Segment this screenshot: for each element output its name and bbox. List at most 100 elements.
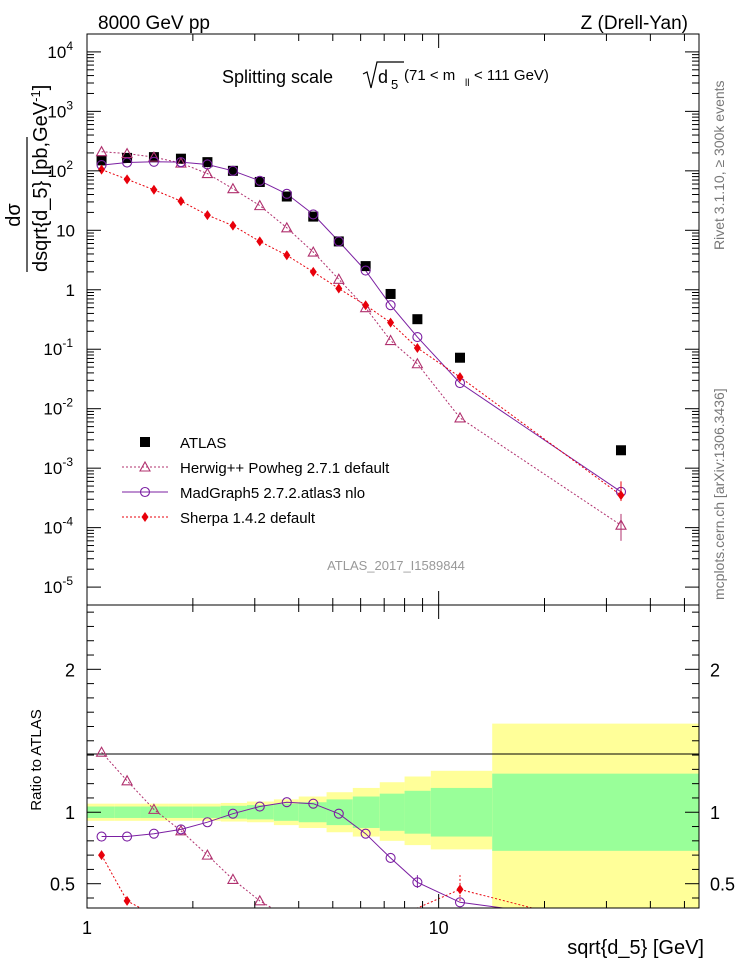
point-madgraph <box>385 300 396 311</box>
ytick-exp: 3 <box>66 98 73 112</box>
point-sherpa <box>123 174 131 185</box>
ratio-panel: 0.5 0.5 1 1 2 2 1 10 Ratio to ATLAS sqrt{d_5} [… <box>28 604 735 959</box>
title-range-sub: ll <box>465 78 469 89</box>
ratio-point-herwig <box>95 746 108 757</box>
point-sherpa <box>256 236 264 247</box>
point-madgraph <box>412 332 423 343</box>
ytick-label: 10-5 <box>43 574 73 597</box>
ylabel-den-main: dsqrt{d_5} [pb,GeV <box>30 101 52 272</box>
ratio-point-madgraph <box>385 852 396 864</box>
main-frame <box>86 33 700 606</box>
band-stat <box>298 802 327 823</box>
legend-marker-data <box>140 437 150 447</box>
ytick-label: 10-2 <box>43 396 73 419</box>
ratio-point-sherpa <box>456 884 464 895</box>
ratio-point-madgraph <box>96 831 107 842</box>
band-stat <box>430 787 493 837</box>
ytick-mant: 10 <box>43 459 62 478</box>
band-stat <box>492 773 699 851</box>
point-madgraph <box>148 156 159 167</box>
point-data <box>202 157 213 168</box>
ytick-exp: -1 <box>62 336 73 350</box>
ylabel-den-end: ] <box>30 85 52 91</box>
point-data <box>281 191 292 202</box>
point-sherpa <box>413 342 421 353</box>
ytick-label: 104 <box>47 39 73 62</box>
ylabel-denominator: dsqrt{d_5} [pb,GeV-1] <box>28 85 52 272</box>
ratio-point-madgraph <box>148 828 159 839</box>
ytick-label: 102 <box>47 158 73 181</box>
point-herwig <box>384 334 397 346</box>
point-madgraph <box>333 236 344 247</box>
ytick-exp: -2 <box>62 396 73 410</box>
band-stat <box>114 806 141 818</box>
point-herwig <box>147 150 160 162</box>
sqrt-sign <box>362 61 404 89</box>
point-madgraph <box>202 159 213 170</box>
ratio-point-madgraph <box>122 831 133 842</box>
point-data <box>254 176 265 187</box>
point-herwig <box>359 301 372 313</box>
point-madgraph <box>122 157 133 168</box>
ytick-mant: 10 <box>47 102 66 121</box>
ratio-point-madgraph <box>454 897 466 908</box>
ratio-bands <box>87 723 699 908</box>
rivet-label: Rivet 3.1.10, ≥ 300k events <box>711 80 727 250</box>
legend: ATLAS Herwig++ Powheg 2.7.1 default MadGra… <box>122 435 390 527</box>
ytick-mant: 10 <box>47 43 66 62</box>
point-data <box>227 165 238 176</box>
ratio-point-madgraph <box>254 801 265 812</box>
point-herwig <box>307 245 320 257</box>
ytick-exp: -5 <box>62 574 73 588</box>
ratio-point-madgraph <box>202 817 213 828</box>
legend-label-data: ATLAS <box>180 435 226 452</box>
ratio-line-herwig <box>101 751 274 908</box>
ytick-mant: 10 <box>43 519 62 538</box>
ratio-point-madgraph <box>227 808 238 819</box>
legend-label-sherpa: Sherpa 1.4.2 default <box>180 510 316 527</box>
mcplots-label: mcplots.cern.ch [arXiv:1306.3436] <box>711 388 727 600</box>
band-stat <box>192 806 221 818</box>
point-sherpa <box>177 196 185 207</box>
ratio-marks <box>95 746 535 908</box>
ytick-exp: -4 <box>62 515 73 529</box>
ratio-point-sherpa <box>98 850 106 861</box>
point-sherpa <box>229 220 237 231</box>
watermark: ATLAS_2017_I1589844 <box>327 558 465 573</box>
ytick-label: 10-4 <box>43 515 73 538</box>
header-left: 8000 GeV pp <box>98 13 210 34</box>
ytick-mant: 10 <box>43 400 62 419</box>
ytick-label: 10-1 <box>43 336 73 359</box>
point-sherpa <box>150 184 158 195</box>
point-herwig <box>332 273 345 284</box>
xtick-label: 10 <box>429 918 449 938</box>
xtick-label: 1 <box>82 918 92 938</box>
point-data <box>615 445 626 456</box>
point-herwig <box>95 145 108 157</box>
point-sherpa <box>362 300 370 311</box>
ytick-mant: 10 <box>47 162 66 181</box>
point-madgraph <box>175 157 187 168</box>
ratio-ytick-label: 1 <box>65 803 75 823</box>
series-line-herwig <box>101 151 622 526</box>
ratio-ytick-label: 2 <box>65 660 75 680</box>
main-title: Splitting scale d 5 (71 < m ll < 111 GeV… <box>222 61 549 92</box>
ratio-point-madgraph <box>308 798 319 809</box>
ytick-mant: 10 <box>43 340 62 359</box>
point-herwig <box>201 167 214 179</box>
ratio-point-herwig <box>201 848 214 860</box>
legend-label-herwig: Herwig++ Powheg 2.7.1 default <box>180 460 390 477</box>
ytick-mant: 10 <box>43 578 62 597</box>
title-sub: 5 <box>391 77 398 92</box>
point-data <box>412 314 423 325</box>
point-herwig <box>280 221 293 233</box>
point-madgraph <box>360 265 371 276</box>
ytick-exp: 4 <box>66 39 73 53</box>
band-stat <box>379 793 405 831</box>
ylabel-numerator: dσ <box>3 203 25 227</box>
band-stat <box>168 806 193 818</box>
ratio-frame <box>86 604 700 909</box>
